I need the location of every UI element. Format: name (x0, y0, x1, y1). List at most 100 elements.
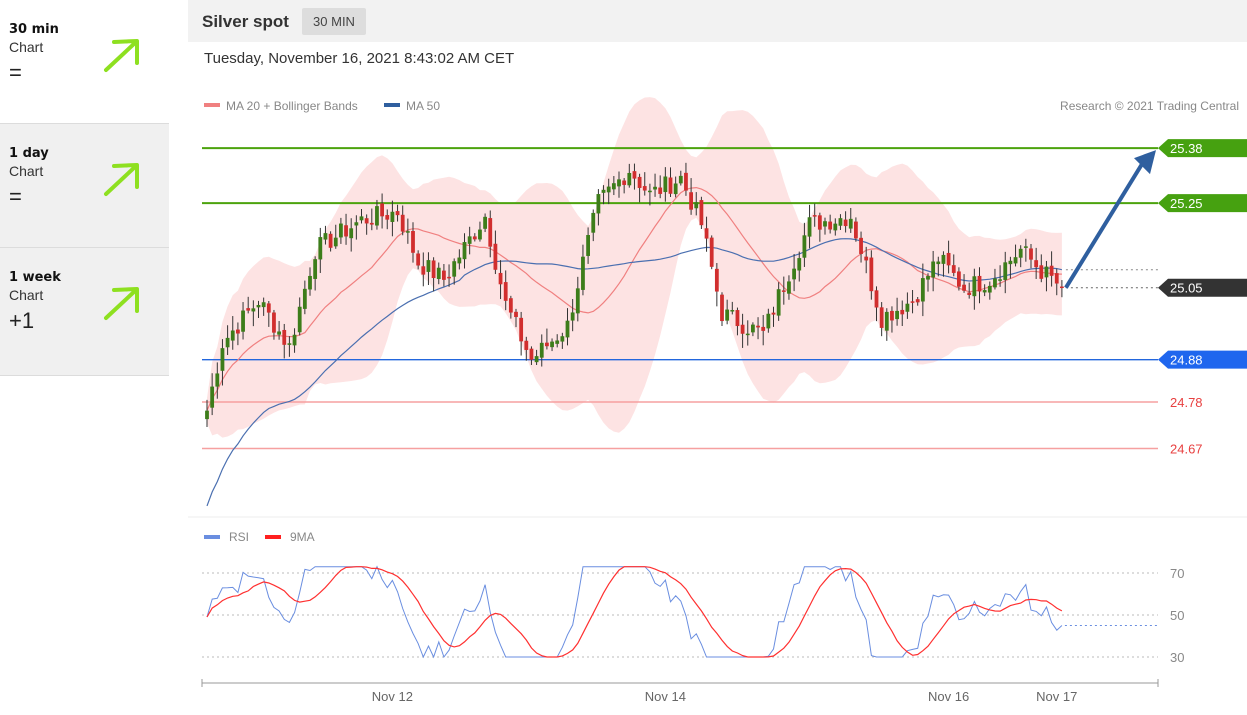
candle-body (751, 324, 755, 333)
sidebar-item-30min[interactable]: 30 min Chart = (0, 0, 169, 124)
legend-swatch-ma20 (204, 103, 220, 107)
candle-body (838, 218, 843, 226)
candle-body (637, 176, 642, 188)
candle-body (313, 259, 318, 279)
target-tag (1158, 139, 1247, 158)
candle-body (210, 386, 215, 408)
research-credit: Research © 2021 Trading Central (1060, 99, 1239, 113)
candle-body (745, 333, 750, 336)
sidebar-item-value: +1 (9, 308, 35, 333)
candle-body (725, 309, 730, 321)
legend-label-ma20: MA 20 + Bollinger Bands (226, 99, 358, 113)
candle-body (972, 276, 977, 297)
candle-body (617, 179, 621, 187)
last-price-tag (1158, 278, 1247, 297)
candle-body (941, 254, 946, 264)
x-tick-label: Nov 14 (645, 689, 686, 704)
candle-body (802, 235, 807, 258)
candle-body (364, 218, 369, 224)
candle-body (586, 235, 590, 256)
rsi-panel: 70 50 30 (202, 565, 1184, 665)
candle-body (323, 233, 328, 240)
candle-body (843, 219, 848, 227)
forecast-arrow-head (1134, 150, 1156, 175)
sidebar-item-1week[interactable]: 1 week Chart +1 (0, 248, 169, 376)
candle-body (910, 301, 915, 303)
candle-body (261, 302, 266, 308)
candle-body (349, 228, 354, 239)
arrow-up-right-icon (104, 163, 139, 196)
candle-body (416, 253, 421, 266)
candle-body (308, 275, 312, 290)
candle-body (673, 183, 678, 195)
rsi-level-label: 50 (1170, 608, 1184, 623)
timeframe-button[interactable]: 30 MIN (302, 8, 366, 35)
rsi-line (206, 565, 1063, 659)
candle-body (498, 272, 503, 285)
candle-body (339, 223, 343, 238)
sidebar-item-1day[interactable]: 1 day Chart = (0, 124, 169, 248)
candle-body (720, 294, 724, 322)
candle-body (632, 171, 637, 179)
candle-body (534, 356, 539, 363)
candle-body (452, 261, 457, 277)
candle-body (292, 334, 297, 346)
candle-body (1023, 246, 1028, 248)
candle-body (735, 310, 740, 327)
candle-body (478, 229, 482, 240)
candle-body (385, 215, 390, 220)
instrument-title: Silver spot (202, 12, 289, 31)
candle-body (426, 260, 431, 272)
x-tick-label: Nov 12 (372, 689, 413, 704)
candle-body (642, 186, 647, 191)
candle-body (514, 311, 518, 318)
candle-body (684, 172, 688, 191)
sidebar-item-sub: Chart (9, 163, 44, 179)
candle-body (395, 211, 400, 216)
target-label: 25.25 (1170, 196, 1203, 211)
candle-body (926, 276, 930, 280)
candle-body (833, 223, 838, 231)
candle-body (405, 231, 410, 233)
candle-body (823, 221, 827, 227)
candle-body (694, 202, 699, 209)
candle-body (936, 261, 941, 265)
candle-body (895, 310, 899, 320)
candle-body (1018, 248, 1023, 258)
candle-body (828, 221, 833, 230)
candle-body (230, 330, 235, 341)
candle-body (503, 282, 508, 301)
legend-swatch-ma50 (384, 103, 400, 107)
candle-body (246, 308, 251, 311)
candle-body (256, 304, 261, 308)
candle-body (678, 175, 683, 184)
candle-body (225, 337, 230, 348)
candle-body (874, 290, 879, 308)
candle-body (668, 177, 673, 194)
candle-body (493, 243, 498, 270)
candle-body (215, 373, 220, 387)
candle-body (993, 278, 997, 288)
candle-body (689, 192, 693, 210)
candle-body (591, 212, 596, 233)
sidebar-item-sub: Chart (9, 287, 44, 303)
sidebar-item-value: = (9, 60, 22, 85)
pivot-label: 24.88 (1170, 353, 1203, 368)
moving-averages (188, 150, 1247, 518)
ma20-line (206, 186, 1062, 411)
candle-body (277, 331, 281, 335)
level-tags: 25.38 25.25 25.05 24.88 24.78 24.67 (1158, 139, 1247, 457)
rsi-level-label: 30 (1170, 650, 1184, 665)
candle-body (266, 303, 271, 313)
candle-body (756, 325, 760, 328)
x-tick-label: Nov 17 (1036, 689, 1077, 704)
candle-body (575, 288, 580, 314)
candle-body (241, 310, 245, 332)
candle-body (869, 257, 874, 292)
candle-body (699, 200, 704, 226)
candle-body (375, 206, 379, 226)
candle-body (812, 215, 817, 217)
candle-body (400, 214, 405, 232)
forecast-arrow-line (1064, 163, 1144, 289)
